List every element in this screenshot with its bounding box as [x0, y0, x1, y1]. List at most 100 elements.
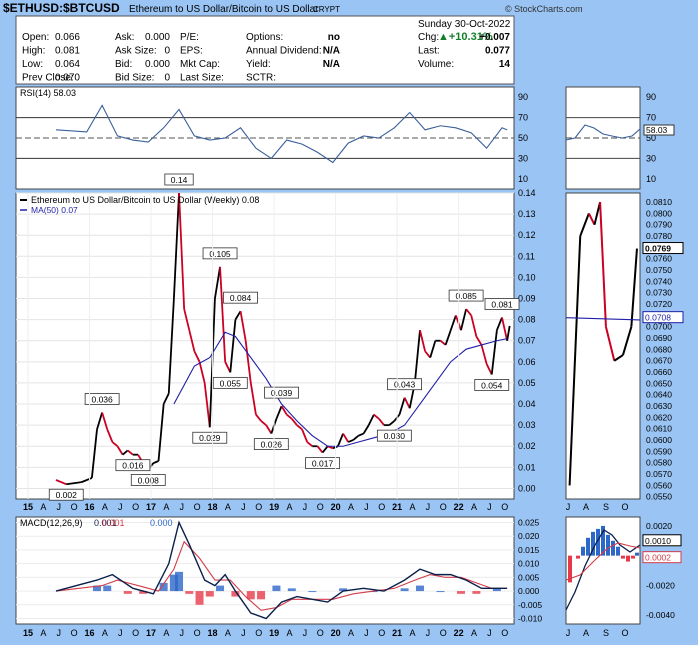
zoom-macd-value: 0.0010: [645, 536, 671, 546]
zoom-price-segment: [587, 212, 596, 226]
price-tick-label: 0.06: [518, 357, 536, 367]
price-tick-label: 0.03: [518, 420, 536, 430]
price-x-tick-label: J: [57, 502, 62, 512]
macd-histogram-bar: [216, 585, 225, 592]
price-annotation-box: [448, 289, 484, 302]
quote-v2: 0: [164, 46, 170, 57]
macd-x-tick-label: 22: [454, 628, 464, 638]
macd-histogram-bar: [246, 591, 255, 600]
price-segment: [470, 315, 478, 337]
price-segment: [439, 340, 447, 346]
price-legend: Ethereum to US Dollar/Bitcoin to US Doll…: [31, 195, 259, 205]
quote-v5: 0.077: [485, 46, 510, 57]
zoom-x-tick: A: [583, 502, 589, 512]
zoom-macd-line: [565, 529, 641, 611]
macd-panel: [15, 516, 515, 625]
price-segment: [167, 298, 175, 394]
price-tick-label: 0.13: [518, 209, 536, 219]
price-tick-label: 0.11: [518, 251, 535, 261]
price-segment: [127, 449, 134, 456]
price-segment: [352, 434, 360, 441]
macd-histogram-bar: [139, 591, 148, 594]
price-annotation-label: 0.14: [171, 175, 188, 185]
zoom-macd-x-tick: S: [603, 628, 609, 638]
macd-histogram-bar: [123, 591, 132, 594]
price-annotation-box: [305, 457, 340, 469]
price-x-tick-label: J: [118, 502, 123, 512]
zoom-ma-line: [565, 317, 641, 321]
rsi-tick-label: 10: [518, 174, 528, 184]
price-annotation-box: [376, 429, 412, 442]
zoom-price-tick: 0.0740: [646, 276, 672, 286]
price-annotation-label: 0.030: [384, 431, 406, 441]
price-annotation-label: 0.055: [220, 378, 242, 388]
price-tick-label: 0.05: [518, 378, 536, 388]
ma50-line: [173, 331, 508, 447]
price-x-tick-label: J: [180, 502, 185, 512]
price-segment: [122, 449, 129, 456]
price-annotation-label: 0.017: [312, 459, 334, 469]
price-segment: [306, 441, 313, 447]
price-segment: [198, 361, 206, 384]
zoom-macd-tick: 0.0020: [646, 521, 672, 531]
zoom-rsi-value-box: [643, 124, 675, 136]
macd-histogram-bar: [195, 591, 204, 605]
macd-x-tick-label: A: [225, 628, 231, 638]
macd-tick-label: 0.000: [518, 586, 540, 596]
price-segment: [490, 330, 498, 375]
ma-legend: MA(50) 0.07: [31, 205, 78, 215]
price-segment: [55, 479, 67, 486]
macd-tick-label: 0.010: [518, 559, 540, 569]
quote-v4: N/A: [323, 46, 340, 57]
zoom-macd-hist: [635, 552, 639, 556]
macd-histogram-bar: [492, 588, 501, 592]
price-segment: [347, 439, 354, 443]
macd-x-tick-label: O: [501, 628, 508, 638]
quote-v2: 0.000: [145, 32, 170, 43]
price-x-tick-label: 20: [331, 502, 341, 512]
zoom-price-segment: [613, 354, 624, 362]
zoom-price-segment: [579, 213, 590, 237]
price-segment: [193, 350, 201, 363]
price-x-tick-label: A: [40, 502, 46, 512]
price-x-tick-label: 21: [392, 502, 402, 512]
price-x-tick-label: A: [225, 502, 231, 512]
zoom-price-tick: 0.0800: [646, 208, 672, 218]
zoom-price-tick: 0.0580: [646, 458, 672, 468]
zoom-last-price-box: [642, 242, 684, 255]
price-annotation-label: 0.054: [481, 380, 503, 390]
zoom-macd-x-tick: A: [583, 628, 589, 638]
zoom-macd-hist: [596, 528, 600, 556]
zoom-macd-hist: [616, 546, 620, 556]
macd-tick-label: 0.005: [518, 572, 540, 582]
price-segment: [90, 429, 98, 478]
instrument-name: Ethereum to US Dollar/Bitcoin to US Doll…: [129, 4, 319, 15]
quote-l4: SCTR:: [246, 73, 276, 84]
rsi-tick-label: 90: [518, 92, 528, 102]
category-label: CRYPT: [313, 5, 340, 14]
quote-l5: Volume:: [418, 59, 454, 70]
zoom-price-tick: 0.0550: [646, 492, 672, 502]
price-annotation-label: 0.029: [199, 433, 221, 443]
rsi-line: [55, 104, 508, 164]
price-segment: [367, 414, 375, 426]
price-tick-label: 0.02: [518, 441, 536, 451]
price-x-tick-label: J: [487, 502, 492, 512]
zoom-macd-tick: -0.0020: [646, 580, 675, 590]
price-annotation-box: [130, 474, 166, 486]
price-annotation-box: [387, 378, 423, 391]
price-segment: [275, 405, 283, 420]
quote-v1: 0.066: [55, 32, 80, 43]
price-segment: [337, 433, 344, 447]
price-x-tick-label: 17: [146, 502, 156, 512]
zoom-rsi-value: 58.03: [646, 125, 668, 135]
macd-histogram-bar: [169, 574, 178, 592]
zoom-macd-x-tick: J: [566, 628, 571, 638]
price-segment: [321, 445, 329, 454]
price-annotation-box: [84, 393, 120, 405]
price-segment: [501, 317, 509, 341]
quote-l4: Yield:: [246, 59, 271, 70]
price-x-tick-label: O: [317, 502, 324, 512]
quote-date: Sunday 30-Oct-2022: [418, 19, 511, 30]
zoom-signal-value: 0.0002: [645, 553, 671, 563]
